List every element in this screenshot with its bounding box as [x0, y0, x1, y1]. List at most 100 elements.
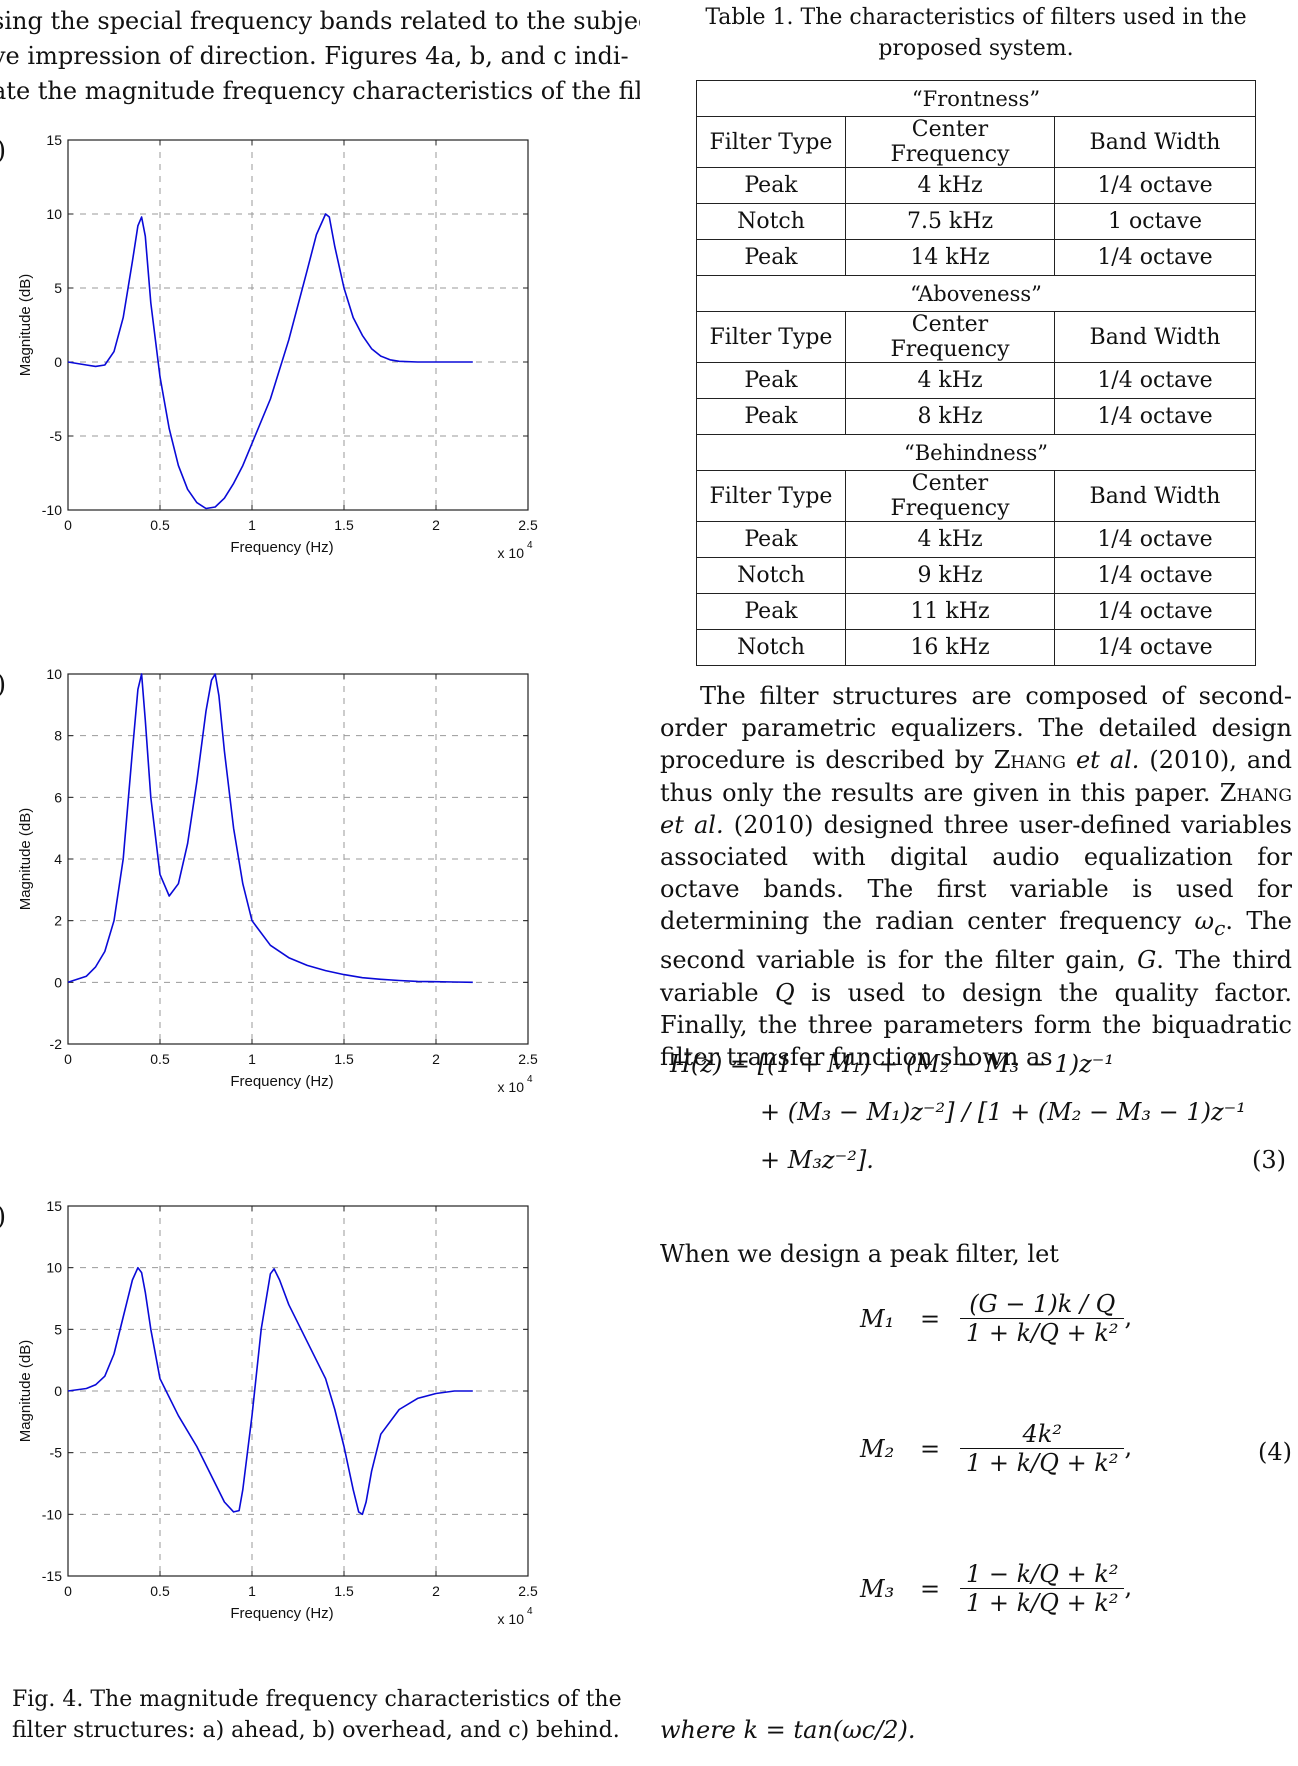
x-tick-label: 0.5 — [150, 1583, 170, 1599]
equation-m3: M₃ = 1 − k/Q + k² 1 + k/Q + k², — [860, 1560, 1132, 1617]
y-tick-label: -10 — [42, 1506, 62, 1522]
table-row: Notch 16 kHz 1/4 octave — [696, 629, 1256, 666]
table-cell: Peak — [696, 521, 846, 558]
table-row: Peak 4 kHz 1/4 octave — [696, 521, 1256, 558]
x-axis-label: Frequency (Hz) — [230, 539, 333, 556]
author-name: Zhang — [1219, 778, 1292, 807]
y-tick-label: 0 — [54, 1383, 62, 1399]
plot-a: ) 0 0.5 1 1.5 2 2.5 15 10 5 0 -5 -10 Frequency (Hz) M… — [0, 128, 640, 588]
y-tick-label: 0 — [54, 354, 62, 370]
x-tick-label: 1.5 — [334, 1051, 354, 1067]
q-symbol: Q — [775, 978, 795, 1007]
x-tick-label: 2.5 — [518, 517, 538, 533]
table-cell: Peak — [696, 362, 846, 399]
table-section-title: “Behindness” — [696, 434, 1256, 471]
y-tick-label: 5 — [54, 280, 62, 296]
x-tick-label: 2 — [432, 517, 440, 533]
panel-paren: ) — [0, 1202, 6, 1232]
table-cell: 4 kHz — [845, 362, 1055, 399]
x-tick-label: 2.5 — [518, 1051, 538, 1067]
x-multiplier: x 10 — [498, 1611, 525, 1627]
x-tick-label: 1.5 — [334, 1583, 354, 1599]
table-cell: 1/4 octave — [1054, 167, 1256, 204]
panel-paren: ) — [0, 136, 6, 166]
table-cell: Peak — [696, 167, 846, 204]
para-text: The filter structures are composed of se… — [660, 682, 1292, 775]
table-section-title: “Frontness” — [696, 80, 1256, 117]
m3-fraction: 1 − k/Q + k² 1 + k/Q + k² — [960, 1560, 1125, 1617]
x-axis-label: Frequency (Hz) — [230, 1605, 333, 1622]
y-tick-label: 10 — [46, 206, 62, 222]
para-text: (2010) designed three user-defined varia… — [660, 810, 1292, 936]
table-cell: 8 kHz — [845, 398, 1055, 435]
table-cell: 1/4 octave — [1054, 593, 1256, 630]
y-tick-label: -2 — [50, 1036, 63, 1052]
x-tick-label: 1.5 — [334, 517, 354, 533]
table-header-cell: Filter Type — [696, 116, 846, 168]
x-tick-label: 0 — [64, 1051, 72, 1067]
intro-line: sing the special frequency bands related… — [0, 7, 640, 35]
x-multiplier-exponent: 4 — [527, 1074, 533, 1085]
let-text: When we design a peak filter, let — [660, 1240, 1059, 1268]
table-cell: 1/4 octave — [1054, 521, 1256, 558]
x-tick-label: 0.5 — [150, 517, 170, 533]
comma: , — [1124, 1433, 1133, 1461]
table-cell: 11 kHz — [845, 593, 1055, 630]
table-header-cell: Center Frequency — [845, 116, 1055, 168]
x-multiplier: x 10 — [498, 1079, 525, 1095]
table-row: Peak 4 kHz 1/4 octave — [696, 362, 1256, 399]
y-tick-label: 6 — [54, 789, 62, 805]
x-multiplier-exponent: 4 — [527, 1606, 533, 1617]
table-row: Notch 7.5 kHz 1 octave — [696, 203, 1256, 240]
table-cell: 9 kHz — [845, 557, 1055, 594]
para-text: is used to design the quality factor. Fi… — [660, 978, 1292, 1072]
figure-caption: Fig. 4. The magnitude frequency characte… — [12, 1687, 622, 1743]
table-section-title: “Aboveness” — [696, 275, 1256, 312]
x-axis-label: Frequency (Hz) — [230, 1073, 333, 1090]
x-tick-label: 1 — [248, 517, 256, 533]
equals-sign: = — [920, 1304, 941, 1333]
table-cell: Peak — [696, 398, 846, 435]
table-cell: 14 kHz — [845, 239, 1055, 276]
table-header-cell: Band Width — [1054, 311, 1256, 363]
table-header-cell: Center Frequency — [845, 311, 1055, 363]
y-tick-label: 5 — [54, 1321, 62, 1337]
table-cell: 1/4 octave — [1054, 557, 1256, 594]
m3-lhs: M₃ — [860, 1574, 895, 1603]
table-cell: 4 kHz — [845, 521, 1055, 558]
intro-line: ve impression of direction. Figures 4a, … — [0, 42, 629, 70]
equals-sign: = — [920, 1574, 941, 1603]
y-tick-label: 8 — [54, 728, 62, 744]
equals-sign: = — [920, 1434, 941, 1463]
x-tick-label: 2 — [432, 1583, 440, 1599]
table-cell: Peak — [696, 593, 846, 630]
table-row: Notch 9 kHz 1/4 octave — [696, 557, 1256, 594]
y-tick-label: 0 — [54, 974, 62, 990]
para-text: . The third variable — [660, 946, 1292, 1007]
etal: et al. — [1075, 746, 1140, 775]
x-tick-label: 0 — [64, 517, 72, 533]
comma: , — [1124, 1573, 1133, 1601]
y-tick-label: -15 — [42, 1568, 62, 1584]
y-tick-label: -10 — [42, 502, 62, 518]
y-tick-label: -5 — [50, 1445, 63, 1461]
x-multiplier: x 10 — [498, 545, 525, 561]
equation-3-number: (3) — [1252, 1146, 1286, 1174]
table-cell: 1/4 octave — [1054, 629, 1256, 666]
y-tick-label: 15 — [46, 132, 62, 148]
equation-4-number: (4) — [1258, 1438, 1292, 1466]
m1-lhs: M₁ — [860, 1304, 895, 1333]
omega-symbol: ω — [1194, 907, 1215, 936]
omega-subscript: c — [1214, 916, 1226, 941]
para-text: (2010), and thus only the results are gi… — [660, 746, 1292, 807]
table-row: Peak 4 kHz 1/4 octave — [696, 167, 1256, 204]
m3-numerator: 1 − k/Q + k² — [960, 1560, 1125, 1589]
comma: , — [1124, 1303, 1133, 1331]
where-text: where k = tan(ωc/2). — [660, 1716, 916, 1744]
x-tick-label: 0 — [64, 1583, 72, 1599]
table-caption: Table 1. The characteristics of filters … — [660, 2, 1292, 64]
y-tick-label: 10 — [46, 1260, 62, 1276]
y-axis-label: Magnitude (dB) — [17, 1340, 34, 1443]
